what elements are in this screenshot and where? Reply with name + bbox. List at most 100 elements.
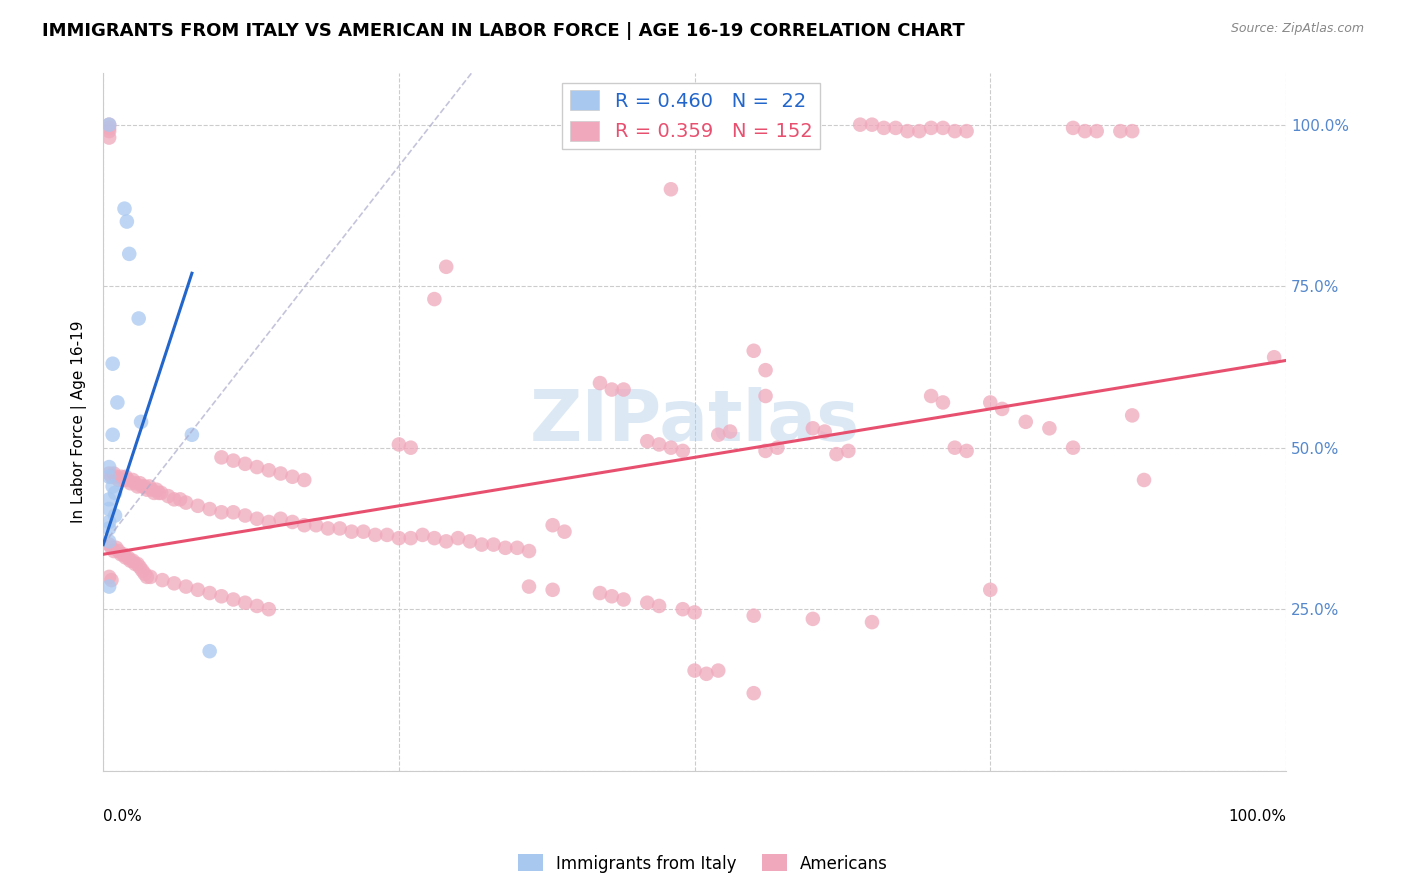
Point: [98, 460, 121, 475]
Point: [139, 570, 162, 584]
Point: [316, 521, 339, 535]
Point: [198, 644, 221, 658]
Point: [707, 427, 730, 442]
Point: [127, 479, 149, 493]
Point: [211, 450, 233, 465]
Point: [100, 541, 122, 555]
Point: [141, 483, 163, 497]
Point: [1121, 124, 1143, 138]
Point: [110, 469, 132, 483]
Point: [246, 599, 269, 613]
Point: [695, 666, 717, 681]
Point: [121, 473, 143, 487]
Point: [246, 512, 269, 526]
Point: [399, 441, 422, 455]
Point: [292, 473, 315, 487]
Point: [388, 531, 411, 545]
Point: [117, 473, 139, 487]
Point: [447, 531, 470, 545]
Point: [98, 570, 121, 584]
Point: [246, 460, 269, 475]
Point: [434, 260, 457, 274]
Point: [672, 444, 695, 458]
Point: [494, 541, 516, 555]
Point: [134, 566, 156, 581]
Point: [174, 495, 197, 509]
Point: [143, 486, 166, 500]
Point: [103, 544, 125, 558]
Point: [198, 502, 221, 516]
Point: [860, 118, 883, 132]
Point: [399, 531, 422, 545]
Point: [174, 580, 197, 594]
Point: [648, 437, 671, 451]
Point: [1263, 350, 1285, 364]
Point: [1062, 441, 1084, 455]
Point: [187, 499, 209, 513]
Point: [222, 453, 245, 467]
Point: [134, 479, 156, 493]
Point: [112, 473, 135, 487]
Text: Source: ZipAtlas.com: Source: ZipAtlas.com: [1230, 22, 1364, 36]
Point: [98, 469, 121, 483]
Point: [388, 437, 411, 451]
Point: [163, 492, 186, 507]
Point: [138, 479, 160, 493]
Text: IMMIGRANTS FROM ITALY VS AMERICAN IN LABOR FORCE | AGE 16-19 CORRELATION CHART: IMMIGRANTS FROM ITALY VS AMERICAN IN LAB…: [42, 22, 965, 40]
Point: [169, 492, 191, 507]
Point: [754, 363, 776, 377]
Point: [136, 483, 159, 497]
Point: [136, 570, 159, 584]
Point: [131, 563, 153, 577]
Point: [754, 444, 776, 458]
Point: [233, 508, 256, 523]
Point: [163, 576, 186, 591]
Point: [423, 292, 446, 306]
Point: [124, 557, 146, 571]
Point: [707, 664, 730, 678]
Point: [1109, 124, 1132, 138]
Point: [114, 550, 136, 565]
Point: [129, 415, 152, 429]
Point: [124, 476, 146, 491]
Point: [257, 602, 280, 616]
Point: [329, 521, 352, 535]
Point: [364, 528, 387, 542]
Point: [98, 130, 121, 145]
Point: [1074, 124, 1097, 138]
Point: [98, 534, 121, 549]
Point: [412, 528, 434, 542]
Point: [718, 425, 741, 439]
Point: [541, 582, 564, 597]
Point: [659, 182, 682, 196]
Point: [120, 554, 142, 568]
Point: [613, 383, 636, 397]
Point: [270, 467, 292, 481]
Point: [849, 118, 872, 132]
Point: [98, 120, 121, 135]
Point: [104, 486, 127, 500]
Point: [101, 427, 124, 442]
Point: [128, 311, 150, 326]
Point: [233, 596, 256, 610]
Point: [104, 508, 127, 523]
Point: [257, 515, 280, 529]
Point: [979, 582, 1001, 597]
Point: [659, 441, 682, 455]
Point: [1085, 124, 1108, 138]
Point: [943, 441, 966, 455]
Point: [222, 592, 245, 607]
Point: [801, 421, 824, 435]
Point: [458, 534, 481, 549]
Point: [860, 615, 883, 629]
Point: [589, 586, 612, 600]
Point: [955, 124, 977, 138]
Point: [128, 560, 150, 574]
Point: [553, 524, 575, 539]
Point: [98, 467, 121, 481]
Point: [198, 586, 221, 600]
Point: [103, 467, 125, 481]
Point: [112, 547, 135, 561]
Point: [117, 550, 139, 565]
Point: [114, 469, 136, 483]
